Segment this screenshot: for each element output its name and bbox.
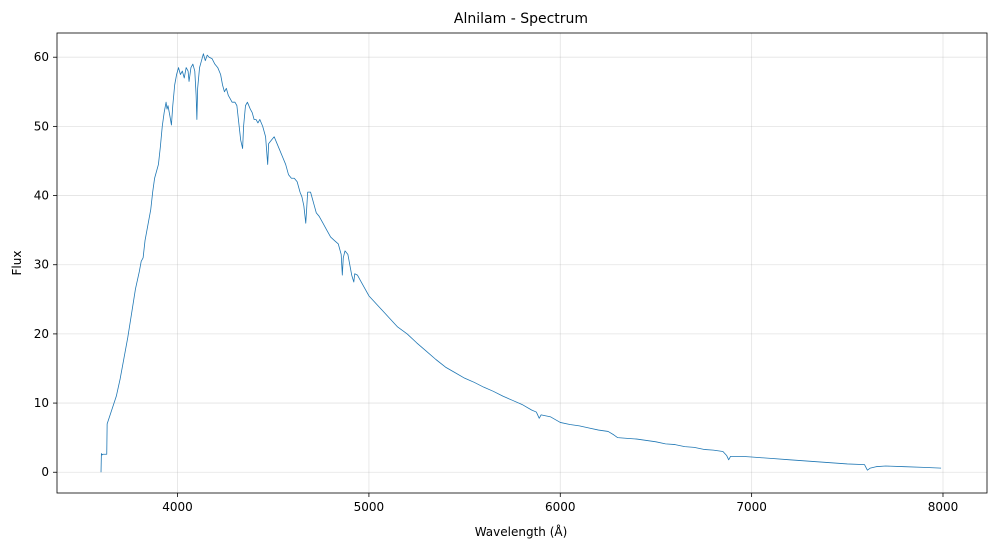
x-tick-label: 8000	[928, 500, 959, 514]
x-tick-label: 6000	[545, 500, 576, 514]
spectrum-line	[100, 53, 942, 473]
plot-frame	[56, 32, 988, 494]
x-tick-label: 5000	[354, 500, 385, 514]
x-tick-label: 7000	[736, 500, 767, 514]
y-tick-label: 0	[41, 465, 49, 479]
x-axis-label: Wavelength (Å)	[475, 524, 568, 539]
grid-lines	[57, 33, 987, 493]
y-tick-label: 10	[34, 396, 49, 410]
x-axis-ticks: 4000 5000 6000 7000 8000	[162, 493, 958, 514]
x-tick-label: 4000	[162, 500, 193, 514]
y-tick-label: 30	[34, 258, 49, 272]
y-axis-label: Flux	[10, 251, 24, 276]
y-tick-label: 60	[34, 50, 49, 64]
y-axis-ticks: 0 10 20 30 40 50 60	[34, 50, 57, 479]
y-tick-label: 20	[34, 327, 49, 341]
chart-title: Alnilam - Spectrum	[454, 11, 588, 27]
series-group	[100, 53, 942, 473]
y-tick-label: 50	[34, 119, 49, 133]
y-tick-label: 40	[34, 189, 49, 203]
